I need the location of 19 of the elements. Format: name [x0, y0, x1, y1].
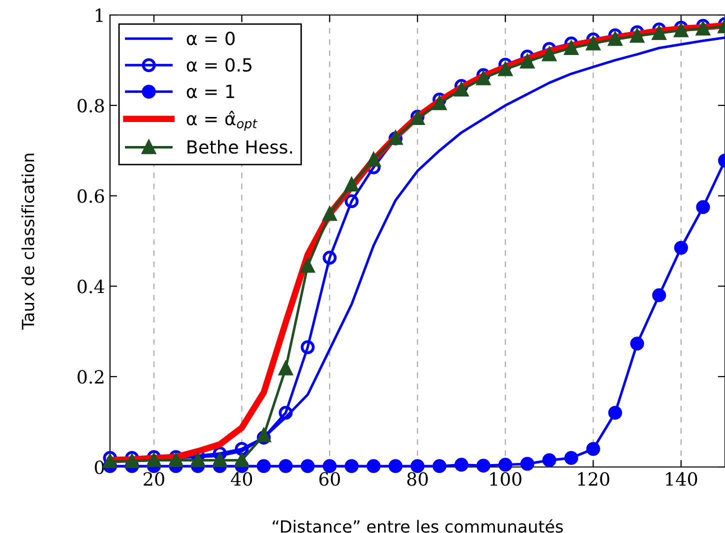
- y-tick-label: 0.8: [78, 98, 104, 113]
- legend-label: α = 1: [186, 84, 234, 98]
- x-tick-label: 60: [319, 472, 340, 486]
- legend-label: α = 0: [186, 32, 235, 46]
- legend-label: α = 0.5: [186, 58, 252, 72]
- y-tick-label: 0.6: [78, 189, 104, 203]
- y-tick-label: 1: [96, 8, 103, 22]
- x-tick-label: 40: [230, 472, 252, 486]
- x-tick-label: 80: [407, 472, 428, 486]
- x-axis-title: “Distance” entre les communautés: [272, 519, 563, 533]
- y-tick-label: 0.4: [78, 280, 104, 294]
- x-tick-label: 140: [666, 472, 698, 486]
- legend-label: α = α̂$_{opt}$: [186, 110, 258, 131]
- y-axis-title: Taux de classification: [21, 154, 34, 330]
- x-tick-label: 120: [578, 472, 610, 486]
- y-tick-label: 0.2: [78, 370, 104, 384]
- x-tick-label: 100: [490, 472, 522, 486]
- x-tick-label: 20: [144, 472, 164, 486]
- legend-label: Bethe Hess.: [188, 140, 292, 154]
